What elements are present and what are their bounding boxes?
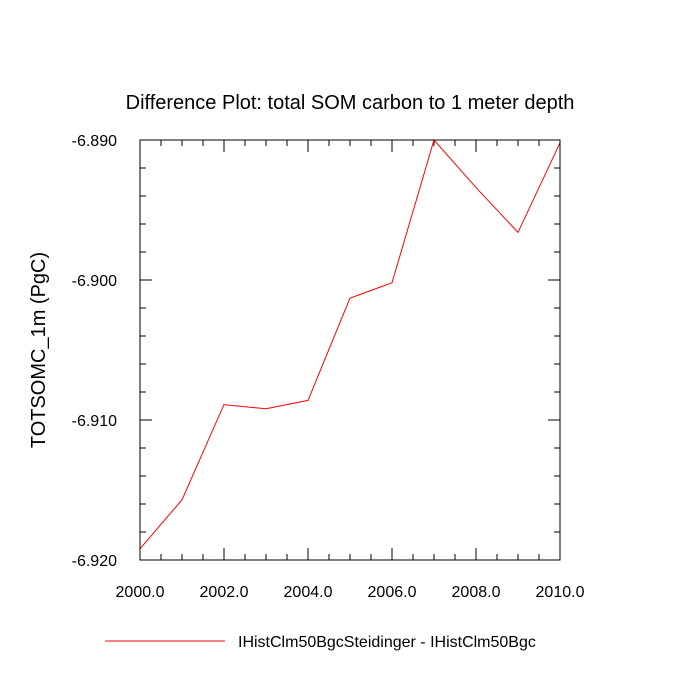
series-line xyxy=(139,138,561,550)
legend-label: IHistClm50BgcSteidinger - IHistClm50Bgc xyxy=(238,634,536,651)
axis-tick-labels: 2000.0 2002.0 2004.0 2006.0 2008.0 2010.0 -6.9… xyxy=(72,133,585,601)
axis-ticks xyxy=(139,139,561,561)
legend: IHistClm50BgcSteidinger - IHistClm50Bgc xyxy=(105,634,536,651)
series-lines xyxy=(139,138,561,550)
x-tick-label: 2010.0 xyxy=(536,584,585,601)
chart-title: Difference Plot: total SOM carbon to 1 m… xyxy=(126,92,575,114)
y-tick-label: -6.890 xyxy=(72,133,117,150)
x-tick-label: 2008.0 xyxy=(452,584,501,601)
y-tick-label: -6.900 xyxy=(72,273,117,290)
y-tick-label: -6.920 xyxy=(72,553,117,570)
x-tick-label: 2002.0 xyxy=(200,584,249,601)
x-tick-label: 2000.0 xyxy=(116,584,165,601)
x-tick-label: 2006.0 xyxy=(368,584,417,601)
plot-frame xyxy=(139,139,561,561)
y-axis-label: TOTSOMC_1m (PgC) xyxy=(28,252,50,448)
y-tick-label: -6.910 xyxy=(72,413,117,430)
x-tick-label: 2004.0 xyxy=(284,584,333,601)
